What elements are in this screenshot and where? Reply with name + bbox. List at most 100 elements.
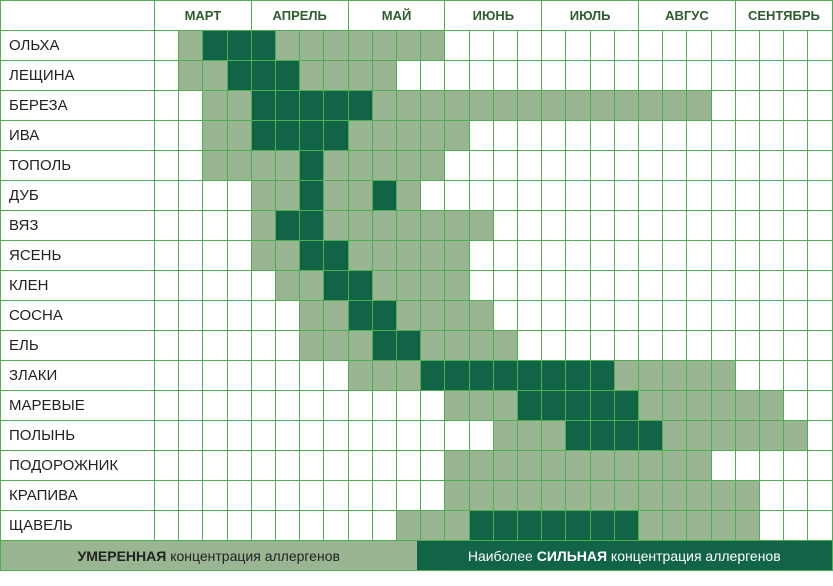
calendar-cell (397, 391, 421, 421)
calendar-cell (784, 271, 808, 301)
calendar-cell (542, 481, 566, 511)
calendar-cell (784, 31, 808, 61)
calendar-cell (348, 361, 372, 391)
calendar-cell (518, 421, 542, 451)
calendar-cell (518, 481, 542, 511)
calendar-cell (300, 511, 324, 541)
calendar-cell (590, 391, 614, 421)
calendar-cell (421, 481, 445, 511)
calendar-cell (300, 91, 324, 121)
calendar-cell (227, 211, 251, 241)
calendar-cell (421, 271, 445, 301)
calendar-cell (251, 451, 275, 481)
calendar-cell (276, 241, 300, 271)
row-label: ОЛЬХА (1, 31, 155, 61)
calendar-cell (687, 301, 711, 331)
calendar-cell (469, 361, 493, 391)
calendar-cell (348, 61, 372, 91)
calendar-cell (155, 391, 179, 421)
calendar-cell (469, 331, 493, 361)
calendar-cell (808, 121, 833, 151)
calendar-cell (493, 271, 517, 301)
calendar-cell (614, 361, 638, 391)
calendar-cell (348, 241, 372, 271)
calendar-cell (663, 31, 687, 61)
calendar-cell (566, 181, 590, 211)
calendar-cell (711, 61, 735, 91)
calendar-cell (179, 91, 203, 121)
calendar-cell (663, 361, 687, 391)
calendar-cell (227, 181, 251, 211)
calendar-cell (348, 331, 372, 361)
calendar-cell (469, 301, 493, 331)
calendar-table: МАРТАПРЕЛЬМАЙИЮНЬИЮЛЬАВГУССЕНТЯБРЬ ОЛЬХА… (0, 0, 833, 541)
calendar-cell (348, 481, 372, 511)
calendar-cell (590, 331, 614, 361)
row-label: ЩАВЕЛЬ (1, 511, 155, 541)
calendar-cell (324, 301, 348, 331)
calendar-cell (155, 331, 179, 361)
row-label: ЯСЕНЬ (1, 241, 155, 271)
calendar-cell (324, 91, 348, 121)
calendar-cell (711, 151, 735, 181)
calendar-cell (542, 61, 566, 91)
calendar-cell (155, 271, 179, 301)
calendar-cell (760, 61, 784, 91)
calendar-cell (155, 301, 179, 331)
calendar-cell (784, 121, 808, 151)
calendar-cell (735, 361, 759, 391)
calendar-cell (300, 151, 324, 181)
calendar-cell (276, 61, 300, 91)
calendar-cell (421, 181, 445, 211)
calendar-cell (590, 271, 614, 301)
calendar-cell (179, 511, 203, 541)
table-body: ОЛЬХАЛЕЩИНАБЕРЕЗАИВАТОПОЛЬДУБВЯЗЯСЕНЬКЛЕ… (1, 31, 833, 541)
calendar-cell (711, 181, 735, 211)
calendar-cell (542, 151, 566, 181)
calendar-cell (663, 241, 687, 271)
calendar-cell (397, 451, 421, 481)
calendar-cell (203, 301, 227, 331)
calendar-cell (324, 271, 348, 301)
calendar-cell (324, 211, 348, 241)
calendar-cell (590, 121, 614, 151)
legend-high: Наиболее СИЛЬНАЯ концентрация аллергенов (417, 541, 833, 570)
calendar-cell (518, 181, 542, 211)
calendar-cell (300, 211, 324, 241)
calendar-cell (663, 331, 687, 361)
calendar-cell (784, 451, 808, 481)
calendar-cell (760, 391, 784, 421)
calendar-cell (760, 151, 784, 181)
calendar-cell (687, 481, 711, 511)
calendar-cell (493, 61, 517, 91)
calendar-cell (784, 91, 808, 121)
calendar-cell (614, 391, 638, 421)
calendar-cell (808, 421, 833, 451)
calendar-cell (687, 421, 711, 451)
calendar-cell (469, 181, 493, 211)
table-row: СОСНА (1, 301, 833, 331)
calendar-cell (808, 181, 833, 211)
calendar-cell (300, 301, 324, 331)
calendar-cell (155, 31, 179, 61)
calendar-cell (614, 121, 638, 151)
calendar-cell (566, 31, 590, 61)
calendar-cell (397, 211, 421, 241)
table-row: ДУБ (1, 181, 833, 211)
calendar-cell (372, 31, 396, 61)
calendar-cell (542, 451, 566, 481)
calendar-cell (711, 481, 735, 511)
row-label: ПОДОРОЖНИК (1, 451, 155, 481)
calendar-cell (179, 121, 203, 151)
calendar-cell (711, 421, 735, 451)
calendar-cell (300, 271, 324, 301)
calendar-cell (372, 391, 396, 421)
calendar-cell (542, 91, 566, 121)
calendar-cell (784, 61, 808, 91)
calendar-cell (760, 91, 784, 121)
table-row: МАРЕВЫЕ (1, 391, 833, 421)
calendar-cell (421, 301, 445, 331)
calendar-cell (711, 301, 735, 331)
table-row: ВЯЗ (1, 211, 833, 241)
calendar-cell (711, 451, 735, 481)
